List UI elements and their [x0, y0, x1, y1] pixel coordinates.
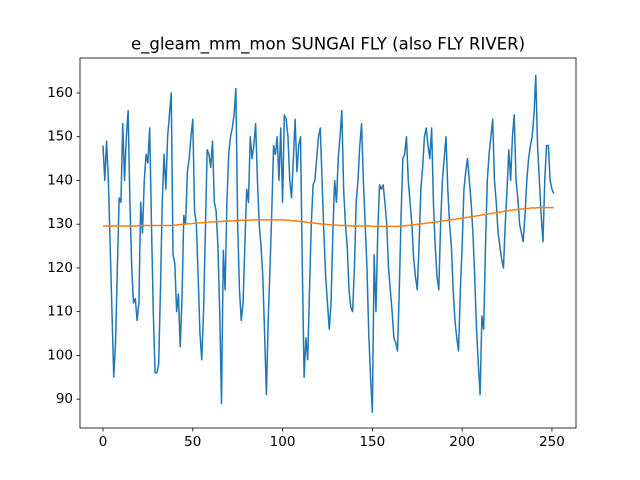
data-line [102, 74, 555, 414]
y-tick-label: 110 [47, 304, 73, 320]
x-tick-label: 50 [184, 434, 201, 450]
y-tick-label: 130 [47, 216, 73, 232]
x-tick-label: 0 [99, 434, 108, 450]
chart-title: e_gleam_mm_mon SUNGAI FLY (also FLY RIVE… [131, 35, 525, 55]
y-tick-label: 160 [47, 85, 73, 101]
x-tick-label: 250 [539, 434, 565, 450]
y-tick-label: 150 [47, 129, 73, 145]
x-tick-label: 100 [270, 434, 296, 450]
x-tick-label: 150 [359, 434, 385, 450]
plot-frame [79, 57, 577, 429]
data-line [102, 206, 554, 228]
x-tick-label: 200 [449, 434, 475, 450]
y-tick-label: 140 [47, 172, 73, 188]
y-tick-label: 120 [47, 260, 73, 276]
y-tick-label: 90 [56, 391, 73, 407]
y-tick-label: 100 [47, 347, 73, 363]
